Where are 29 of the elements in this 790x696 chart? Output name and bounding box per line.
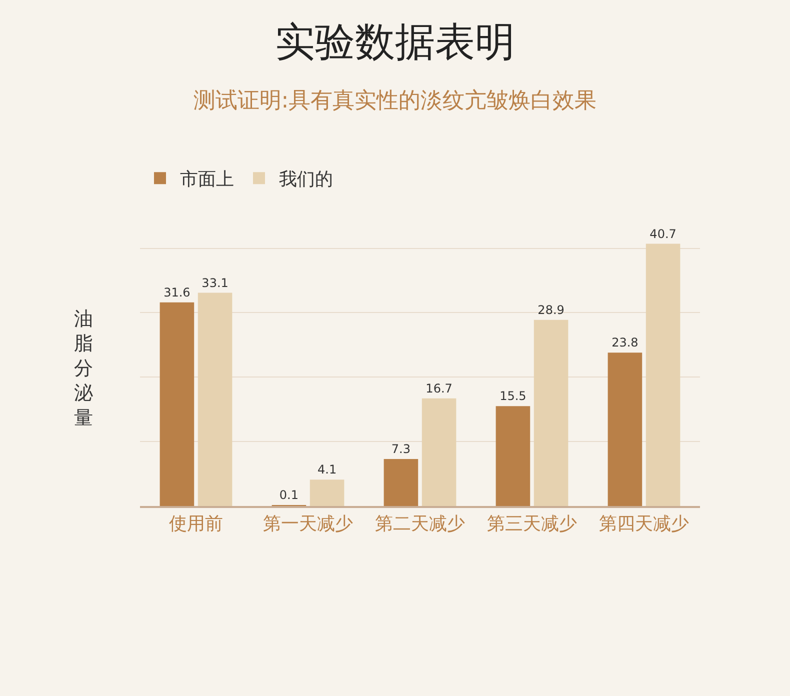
x-tick-label: 第四天减少 <box>599 514 689 535</box>
data-label: 16.7 <box>426 381 452 396</box>
bar <box>160 302 194 506</box>
data-label: 0.1 <box>279 488 299 502</box>
data-label: 31.6 <box>164 285 190 300</box>
bar <box>646 244 680 506</box>
x-tick-label: 第二天减少 <box>375 514 465 535</box>
legend-label: 市面上 <box>180 169 234 190</box>
bar <box>608 352 642 506</box>
data-label: 40.7 <box>650 226 676 241</box>
bar <box>534 320 568 506</box>
bar <box>422 398 456 506</box>
chart-subtitle: 测试证明:具有真实性的淡纹亢皱焕白效果 <box>193 88 597 114</box>
data-label: 33.1 <box>202 276 228 290</box>
data-label: 28.9 <box>538 302 564 317</box>
y-axis-title: 油脂分泌量 <box>74 308 93 429</box>
bar <box>310 480 344 506</box>
legend-label: 我们的 <box>279 169 333 190</box>
data-label: 7.3 <box>391 442 411 456</box>
bar <box>384 458 418 506</box>
chart-title: 实验数据表明 <box>275 20 515 66</box>
bar <box>198 292 232 506</box>
bar <box>496 406 530 506</box>
data-label: 23.8 <box>612 336 638 350</box>
data-label: 15.5 <box>500 389 526 404</box>
data-label: 4.1 <box>317 462 337 477</box>
x-tick-label: 第三天减少 <box>487 514 577 535</box>
x-tick-label: 使用前 <box>169 514 223 535</box>
x-tick-label: 第一天减少 <box>263 514 353 535</box>
